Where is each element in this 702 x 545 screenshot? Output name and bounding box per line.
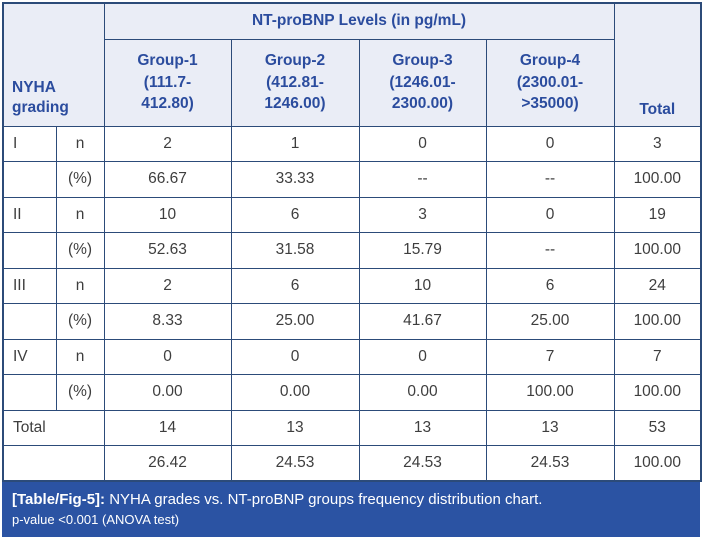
value-cell: 8.33: [103, 303, 232, 340]
table-caption: [Table/Fig-5]: NYHA grades vs. NT-proBNP…: [2, 482, 700, 537]
grade-cell: [2, 374, 57, 411]
total-row-label-empty: [2, 445, 105, 482]
stat-cell: n: [55, 267, 105, 304]
value-cell: 52.63: [103, 232, 232, 269]
value-cell: 0: [230, 338, 360, 375]
value-cell: 0.00: [103, 374, 232, 411]
table-row-total-pct: 26.42 24.53 24.53 24.53 100.00: [2, 445, 702, 482]
group-3-header: Group-3 (1246.01- 2300.00): [358, 38, 487, 127]
grade-cell: I: [2, 125, 57, 162]
grade-cell: III: [2, 267, 57, 304]
table-row-grade-1-n: I n 2 1 0 0 3: [2, 125, 702, 162]
table-row-grade-1-pct: (%) 66.67 33.33 -- -- 100.00: [2, 161, 702, 198]
header-row-2: Group-1 (111.7- 412.80) Group-2 (412.81-…: [3, 38, 701, 127]
total-cell: 7: [613, 338, 702, 375]
stat-cell: n: [55, 338, 105, 375]
grade-cell: [2, 303, 57, 340]
value-cell: 100.00: [485, 374, 615, 411]
value-cell: 2: [103, 125, 232, 162]
value-cell: 10: [358, 267, 487, 304]
value-cell: 25.00: [230, 303, 360, 340]
caption-pvalue: p-value <0.001 (ANOVA test): [12, 512, 180, 528]
value-cell: 13: [485, 409, 615, 446]
total-cell: 100.00: [613, 303, 702, 340]
stat-cell: (%): [55, 374, 105, 411]
table-row-total-n: Total 14 13 13 13 53: [2, 409, 702, 446]
value-cell: 0: [103, 338, 232, 375]
value-cell: 6: [485, 267, 615, 304]
table-row-grade-2-n: II n 10 6 3 0 19: [2, 196, 702, 233]
total-cell: 100.00: [613, 161, 702, 198]
grade-cell: [2, 232, 57, 269]
value-cell: 15.79: [358, 232, 487, 269]
stat-cell: (%): [55, 303, 105, 340]
value-cell: 13: [358, 409, 487, 446]
value-cell: --: [485, 232, 615, 269]
value-cell: 14: [103, 409, 232, 446]
caption-label: [Table/Fig-5]:: [12, 491, 106, 508]
grade-cell: IV: [2, 338, 57, 375]
value-cell: --: [358, 161, 487, 198]
value-cell: 0: [485, 125, 615, 162]
value-cell: 0: [358, 125, 487, 162]
table-row-grade-4-n: IV n 0 0 0 7 7: [2, 338, 702, 375]
nyha-grading-header: NYHA grading: [2, 2, 105, 127]
value-cell: 10: [103, 196, 232, 233]
value-cell: 24.53: [485, 445, 615, 482]
total-cell: 100.00: [613, 232, 702, 269]
value-cell: 3: [358, 196, 487, 233]
group-4-header: Group-4 (2300.01- >35000): [485, 38, 615, 127]
stat-cell: n: [55, 125, 105, 162]
table-row-grade-3-n: III n 2 6 10 6 24: [2, 267, 702, 304]
value-cell: 41.67: [358, 303, 487, 340]
value-cell: 24.53: [358, 445, 487, 482]
value-cell: 7: [485, 338, 615, 375]
total-cell: 100.00: [613, 445, 702, 482]
table-row-grade-4-pct: (%) 0.00 0.00 0.00 100.00 100.00: [2, 374, 702, 411]
stat-cell: (%): [55, 232, 105, 269]
stat-cell: n: [55, 196, 105, 233]
table-row-grade-3-pct: (%) 8.33 25.00 41.67 25.00 100.00: [2, 303, 702, 340]
frequency-table: NYHA grading NT-proBNP Levels (in pg/mL)…: [2, 2, 702, 482]
value-cell: 2: [103, 267, 232, 304]
total-cell: 3: [613, 125, 702, 162]
figure-container: NYHA grading NT-proBNP Levels (in pg/mL)…: [2, 2, 702, 537]
grade-cell: [2, 161, 57, 198]
group-2-header: Group-2 (412.81- 1246.00): [230, 38, 360, 127]
stat-cell: (%): [55, 161, 105, 198]
value-cell: 24.53: [230, 445, 360, 482]
value-cell: 0: [358, 338, 487, 375]
value-cell: 0: [485, 196, 615, 233]
value-cell: 6: [230, 267, 360, 304]
value-cell: 6: [230, 196, 360, 233]
group-1-header: Group-1 (111.7- 412.80): [103, 38, 232, 127]
total-cell: 19: [613, 196, 702, 233]
total-header: Total: [613, 2, 702, 127]
total-cell: 100.00: [613, 374, 702, 411]
value-cell: 0.00: [230, 374, 360, 411]
ntprobnp-levels-header: NT-proBNP Levels (in pg/mL): [103, 2, 615, 40]
value-cell: 31.58: [230, 232, 360, 269]
value-cell: 26.42: [103, 445, 232, 482]
total-row-label: Total: [2, 409, 105, 446]
total-cell: 24: [613, 267, 702, 304]
total-cell: 53: [613, 409, 702, 446]
value-cell: 66.67: [103, 161, 232, 198]
value-cell: 1: [230, 125, 360, 162]
header-row-1: NYHA grading NT-proBNP Levels (in pg/mL)…: [2, 2, 702, 127]
value-cell: 13: [230, 409, 360, 446]
caption-text: NYHA grades vs. NT-proBNP groups frequen…: [109, 491, 543, 508]
value-cell: --: [485, 161, 615, 198]
grade-cell: II: [2, 196, 57, 233]
table-row-grade-2-pct: (%) 52.63 31.58 15.79 -- 100.00: [2, 232, 702, 269]
caption-title: [Table/Fig-5]: NYHA grades vs. NT-proBNP…: [12, 490, 690, 510]
value-cell: 0.00: [358, 374, 487, 411]
value-cell: 33.33: [230, 161, 360, 198]
value-cell: 25.00: [485, 303, 615, 340]
